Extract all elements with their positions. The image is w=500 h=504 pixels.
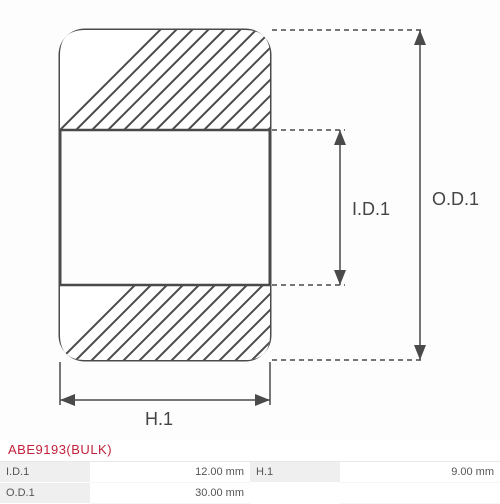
- label-id1: I.D.1: [352, 199, 390, 219]
- spec-value: 12.00 mm: [90, 462, 250, 483]
- hatch-bottom: [40, 270, 358, 380]
- label-h1: H.1: [145, 409, 173, 429]
- dimension-od1: O.D.1: [420, 30, 479, 360]
- spec-value: 9.00 mm: [340, 462, 500, 483]
- dimension-h1: H.1: [60, 362, 270, 429]
- label-od1: O.D.1: [432, 189, 479, 209]
- spec-value: [340, 483, 500, 504]
- spec-label: H.1: [250, 462, 340, 483]
- technical-drawing: H.1 I.D.1 O.D.1: [0, 0, 500, 440]
- dimension-id1: I.D.1: [340, 130, 390, 285]
- spec-table: I.D.1 12.00 mm H.1 9.00 mm O.D.1 30.00 m…: [0, 462, 500, 504]
- spec-section: ABE9193(BULK) I.D.1 12.00 mm H.1 9.00 mm…: [0, 440, 500, 504]
- spec-label: I.D.1: [0, 462, 90, 483]
- spec-value: 30.00 mm: [90, 483, 250, 504]
- part-number: ABE9193(BULK): [0, 440, 500, 462]
- spec-label: O.D.1: [0, 483, 90, 504]
- spec-label: [250, 483, 340, 504]
